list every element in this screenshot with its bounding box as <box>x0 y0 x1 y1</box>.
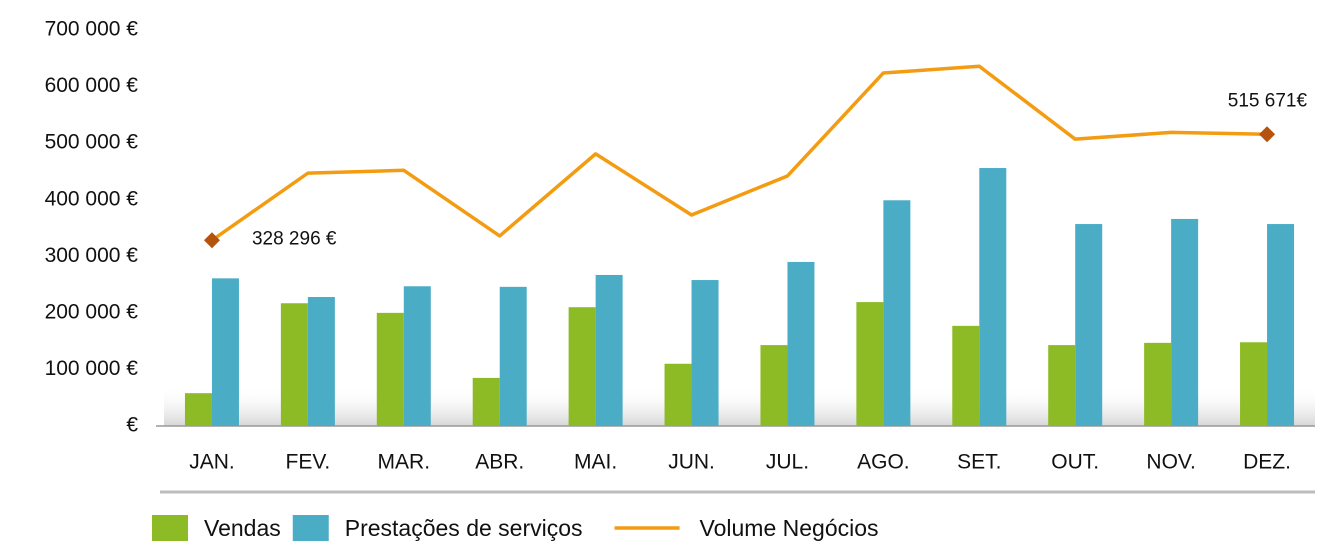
x-tick-label: NOV. <box>1146 451 1195 474</box>
bar <box>376 312 404 426</box>
bar <box>568 307 596 426</box>
y-tick-label: 600 000 € <box>45 74 139 97</box>
bar <box>499 286 527 426</box>
marker <box>1259 126 1276 143</box>
bar <box>1267 224 1295 426</box>
legend-label: Volume Negócios <box>700 515 879 541</box>
legend-swatch <box>292 515 329 541</box>
bar <box>403 286 431 426</box>
x-tick-label: SET. <box>957 451 1001 474</box>
floor-shade <box>164 386 1315 426</box>
data-label: 515 671€ <box>1228 90 1308 111</box>
y-tick-label: 400 000 € <box>45 187 139 210</box>
bar <box>952 325 980 426</box>
bar <box>211 278 239 426</box>
x-tick-label: AGO. <box>857 451 910 474</box>
x-tick-label: JUL. <box>766 451 809 474</box>
line <box>210 64 1268 242</box>
x-tick-label: ABR. <box>475 451 524 474</box>
x-tick-label: FEV. <box>286 451 331 474</box>
x-tick-label: DEZ. <box>1243 451 1291 474</box>
bar <box>472 377 500 426</box>
bar <box>595 274 623 426</box>
y-tick-label: € <box>126 414 138 437</box>
y-tick-label: 700 000 € <box>45 18 139 41</box>
bar <box>1048 345 1076 426</box>
bar <box>1144 342 1172 426</box>
marker <box>203 232 220 249</box>
y-tick-label: 300 000 € <box>45 244 139 267</box>
x-tick-label: MAR. <box>378 451 431 474</box>
bar <box>787 261 815 426</box>
bar <box>1240 342 1268 426</box>
legend-label: Prestações de serviços <box>345 515 583 541</box>
x-tick-label: OUT. <box>1051 451 1099 474</box>
y-tick-label: 500 000 € <box>45 131 139 154</box>
bar <box>280 303 308 426</box>
bar <box>184 393 212 426</box>
y-tick-label: 200 000 € <box>45 300 139 323</box>
bar <box>664 363 692 426</box>
legend-swatch <box>152 515 188 541</box>
y-tick-label: 100 000 € <box>45 357 139 380</box>
data-label: 328 296 € <box>252 228 337 249</box>
x-tick-label: JAN. <box>189 451 235 474</box>
bar <box>1171 218 1199 426</box>
bar <box>691 280 719 426</box>
bar <box>307 297 335 426</box>
bar <box>979 168 1007 426</box>
bar <box>856 302 884 426</box>
legend-label: Vendas <box>204 515 281 541</box>
x-tick-label: MAI. <box>574 451 617 474</box>
bar <box>1075 224 1103 426</box>
bar <box>760 345 788 426</box>
x-tick-label: JUN. <box>668 451 715 474</box>
bar <box>883 200 911 426</box>
